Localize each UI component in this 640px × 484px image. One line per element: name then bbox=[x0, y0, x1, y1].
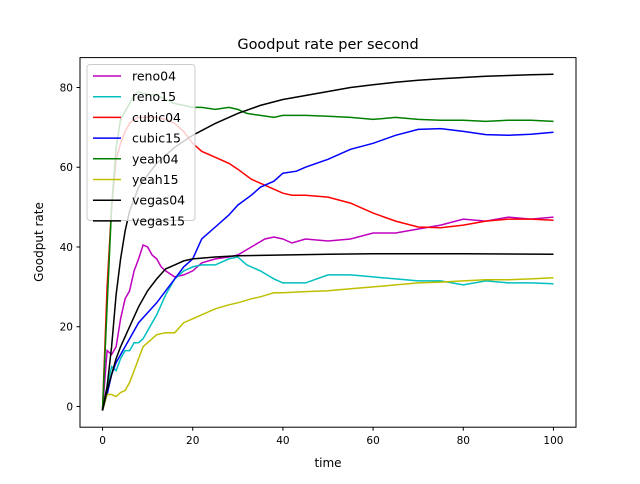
legend-label-cubic04: cubic04 bbox=[132, 110, 181, 125]
legend-label-vegas04: vegas04 bbox=[132, 193, 185, 208]
axis-ticks: 0 20 40 60 80 100 0 20 40 60 80 bbox=[60, 83, 564, 448]
series-line-vegas04 bbox=[101, 73, 554, 411]
series-line-reno15 bbox=[101, 256, 554, 411]
x-tick-label: 20 bbox=[186, 435, 199, 447]
x-axis-label: time bbox=[314, 456, 341, 470]
legend-label-yeah04: yeah04 bbox=[132, 151, 179, 166]
x-tick-label: 40 bbox=[276, 435, 289, 447]
legend-label-vegas15: vegas15 bbox=[132, 213, 185, 228]
series-line-cubic15 bbox=[101, 127, 554, 411]
legend-label-yeah15: yeah15 bbox=[132, 172, 179, 187]
plot-frame bbox=[79, 57, 577, 428]
x-tick-label: 0 bbox=[99, 435, 106, 447]
legend-label-reno15: reno15 bbox=[132, 89, 176, 104]
legend-label-cubic15: cubic15 bbox=[132, 131, 181, 146]
y-tick-label: 40 bbox=[60, 242, 73, 254]
series-line-reno04 bbox=[101, 216, 554, 411]
legend-label-reno04: reno04 bbox=[132, 69, 176, 84]
y-axis-label: Goodput rate bbox=[32, 202, 46, 282]
x-tick-label: 100 bbox=[543, 435, 563, 447]
legend: reno04 reno15 cubic04 cubic15 yeah04 yeah15 ve… bbox=[86, 64, 196, 228]
y-tick-label: 80 bbox=[60, 83, 73, 95]
y-tick-label: 60 bbox=[60, 162, 73, 174]
series-line-yeah15 bbox=[101, 276, 554, 411]
legend-box bbox=[86, 64, 196, 221]
chart-title: Goodput rate per second bbox=[237, 37, 418, 53]
x-tick-label: 80 bbox=[457, 435, 470, 447]
y-tick-label: 20 bbox=[60, 322, 73, 334]
series-line-vegas15 bbox=[101, 253, 554, 411]
x-tick-label: 60 bbox=[366, 435, 379, 447]
y-tick-label: 0 bbox=[66, 401, 73, 413]
